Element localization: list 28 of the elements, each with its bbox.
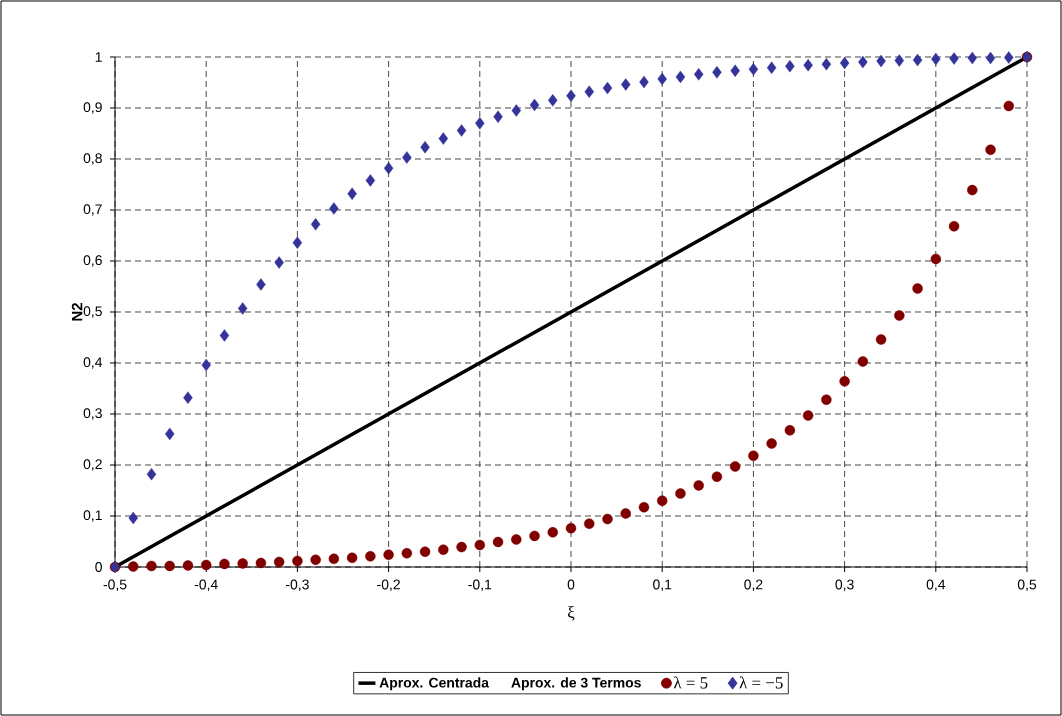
x-tick-label: -0,2 (377, 579, 400, 592)
y-tick-label: 0,7 (83, 204, 102, 216)
x-axis-title: ξ (567, 605, 575, 621)
y-tick-label: 1 (95, 52, 102, 62)
x-tick-label: 0,4 (926, 579, 946, 592)
text: Aprox. de 3 Termos (511, 677, 641, 691)
x-tick-label: -0,1 (468, 579, 492, 592)
x-tick-label: 0 (567, 579, 575, 590)
x-tick-label: 0,1 (653, 579, 672, 592)
y-tick-label: 0,1 (83, 510, 102, 522)
y-tick-label: 0,4 (83, 357, 103, 369)
legend-label: Aprox. Centrada (379, 677, 490, 691)
x-tick-label: -0,3 (286, 579, 309, 592)
y-tick-label: 0,3 (83, 408, 102, 420)
y-tick-label: 0,6 (83, 255, 102, 267)
x-tick-label: -0,4 (194, 579, 218, 592)
y-axis-title: N2 (71, 303, 83, 321)
x-tick-label: 0,3 (835, 579, 854, 592)
y-tick-label: 0,2 (83, 459, 102, 471)
y-tick-label: 0 (95, 562, 102, 572)
y-tick-label: 0,9 (83, 102, 102, 114)
legend-label: λ = 5 (673, 676, 708, 689)
x-tick-label: 0,5 (1017, 579, 1037, 592)
y-tick-label: 0,5 (83, 306, 102, 318)
legend-label: λ = −5 (739, 676, 783, 689)
x-tick-label: -0,5 (103, 579, 127, 592)
x-tick-label: 0,2 (744, 579, 763, 592)
y-tick-label: 0,8 (83, 153, 102, 165)
